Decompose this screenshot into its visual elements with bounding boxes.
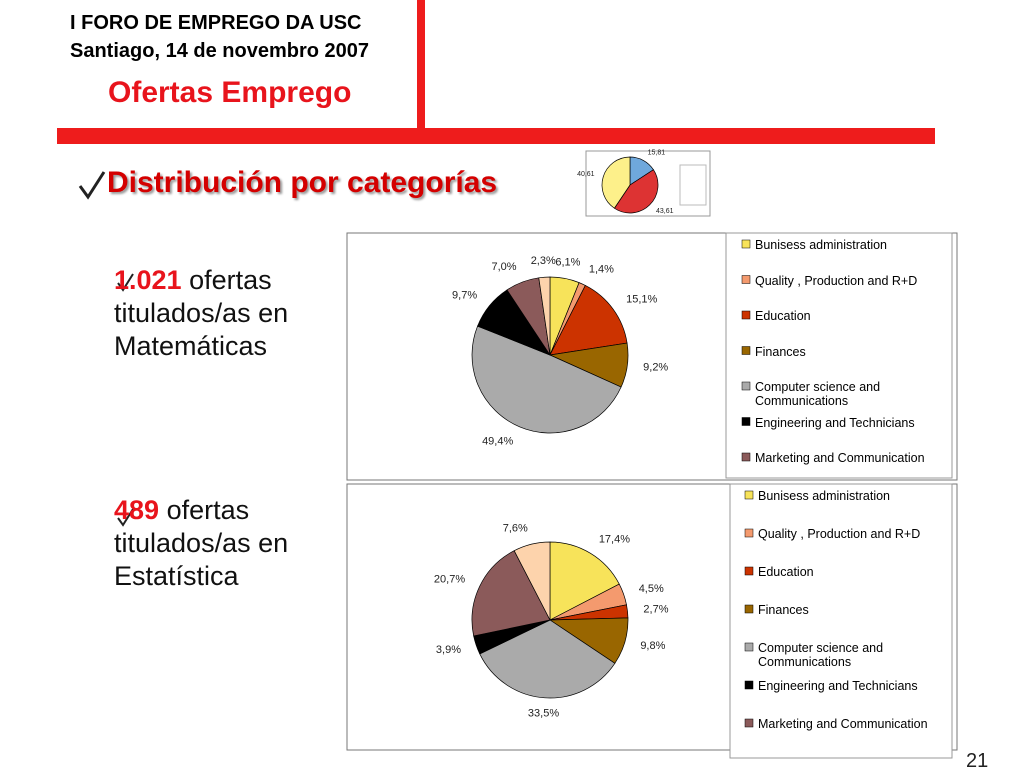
slice-label: 7,6% [503, 523, 528, 535]
legend-swatch [741, 275, 751, 284]
slice-label: 9,8% [640, 640, 665, 652]
legend-label: Bunisess administration [755, 238, 888, 252]
section-title: Distribución por categorías [107, 166, 498, 199]
slice-label: 40,61 [577, 171, 595, 178]
legend-swatch [741, 381, 751, 391]
bullet-number: 489 [114, 495, 160, 525]
slice-label: 4,5% [639, 583, 664, 595]
slice-label: 9,2% [643, 362, 668, 374]
pie-slice [601, 156, 631, 209]
legend-label: Engineering and Technicians [758, 679, 918, 693]
legend-label: Finances [758, 603, 809, 617]
page-number: 21 [966, 750, 989, 772]
legend-swatch [744, 680, 754, 690]
bullet-number: 1.021 [114, 265, 182, 295]
pie-slice [513, 541, 551, 621]
pie-slice [538, 276, 551, 356]
pie-slice [471, 325, 622, 434]
header-line: I FORO DE EMPREGO DA USC [70, 12, 362, 34]
bullet: 1.021 ofertas titulados/as en Matemática… [114, 264, 329, 363]
legend-swatch [744, 566, 754, 576]
pie-slice [479, 619, 616, 699]
pie-slice [613, 169, 659, 214]
legend-label: Computer science and Communications [758, 641, 884, 669]
legend-swatch [741, 239, 751, 249]
pie-slice [549, 284, 628, 356]
legend-label: Education [758, 565, 814, 579]
legend-swatch [741, 346, 751, 355]
legend-label: Bunisess administration [758, 489, 891, 503]
legend-label: Finances [755, 344, 806, 359]
slice-label: 43,61 [656, 208, 674, 215]
checkmark [117, 273, 134, 292]
legend-label: Computer science and Communications [755, 380, 881, 408]
red-bar-horizontal [57, 128, 935, 144]
slice-label: 9,7% [452, 290, 477, 302]
thumbnail-legend [679, 164, 707, 206]
slice-label: 33,5% [528, 708, 559, 720]
slice-label: 2,3% [531, 255, 556, 267]
red-bar-vertical [417, 0, 425, 132]
legend-label: Quality , Production and R+D [758, 527, 921, 541]
header-line: Santiago, 14 de novembro 2007 [70, 40, 369, 62]
slice-label: 15,1% [626, 294, 657, 306]
checkmark [78, 171, 106, 200]
legend-swatch [741, 310, 751, 320]
legend-swatch [744, 642, 754, 652]
legend-swatch [744, 604, 754, 614]
slice-label: 1,4% [589, 263, 614, 275]
legend-label: Marketing and Communication [758, 717, 928, 731]
slice-label: 17,4% [599, 534, 630, 546]
legend-label: Education [755, 309, 811, 323]
legend-label: Marketing and Communication [755, 451, 925, 465]
checkmark [117, 508, 134, 527]
slide-title: Ofertas Emprego [108, 76, 352, 109]
slice-label: 20,7% [434, 574, 465, 586]
legend-frame [729, 483, 953, 759]
legend-swatch [741, 452, 751, 462]
legend-label: Quality , Production and R+D [755, 273, 918, 288]
legend-frame [725, 232, 953, 479]
legend-swatch [744, 718, 754, 728]
slice-label: 3,9% [436, 644, 461, 656]
bullet-text: ofertas titulados/as en Matemáticas [114, 265, 289, 361]
slice-label: 49,4% [482, 435, 513, 447]
legend-swatch [744, 528, 754, 538]
pie-slice [471, 550, 551, 637]
legend-swatch [741, 417, 751, 426]
slice-label: 6,1% [555, 257, 580, 269]
legend-swatch [744, 490, 754, 500]
bullet: 489 ofertas titulados/as en Estatística [114, 494, 329, 593]
slice-label: 2,7% [643, 603, 668, 615]
bullet-text: ofertas titulados/as en Estatística [114, 495, 289, 591]
legend-label: Engineering and Technicians [755, 415, 915, 430]
slice-label: 7,0% [491, 261, 516, 273]
slice-label: 15,81 [648, 149, 666, 156]
pie-slice [549, 541, 620, 621]
